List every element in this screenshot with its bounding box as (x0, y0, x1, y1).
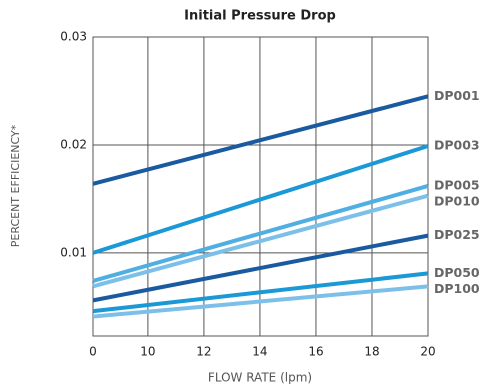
series-line (92, 184, 429, 283)
series-line (92, 193, 429, 289)
y-axis-label: PERCENT EFFICIENCY* (9, 124, 22, 247)
series-label: DP001 (434, 88, 480, 103)
series-line (92, 144, 429, 255)
series-label: DP005 (434, 177, 480, 192)
series-label: DP003 (434, 138, 480, 153)
x-tick-label: 0 (89, 345, 97, 359)
series-line (92, 284, 429, 319)
series-line (92, 94, 429, 186)
y-tick-label: 0.01 (60, 245, 87, 259)
chart-title: Initial Pressure Drop (184, 9, 336, 24)
x-tick-label: 14 (252, 345, 267, 359)
series-line (92, 233, 429, 303)
x-tick-label: 12 (196, 345, 211, 359)
x-tick-label: 20 (420, 345, 435, 359)
series-label: DP100 (434, 281, 480, 296)
x-tick-label: 16 (308, 345, 323, 359)
series-line (92, 271, 429, 314)
series-label: DP010 (434, 193, 480, 208)
y-tick-label: 0.02 (60, 137, 87, 151)
series-label: DP025 (434, 227, 480, 242)
series-label: DP050 (434, 265, 480, 280)
x-tick-label: 10 (140, 345, 155, 359)
x-axis-label: FLOW RATE (lpm) (208, 371, 312, 385)
x-tick-label: 18 (364, 345, 379, 359)
y-tick-label: 0.03 (60, 30, 87, 44)
